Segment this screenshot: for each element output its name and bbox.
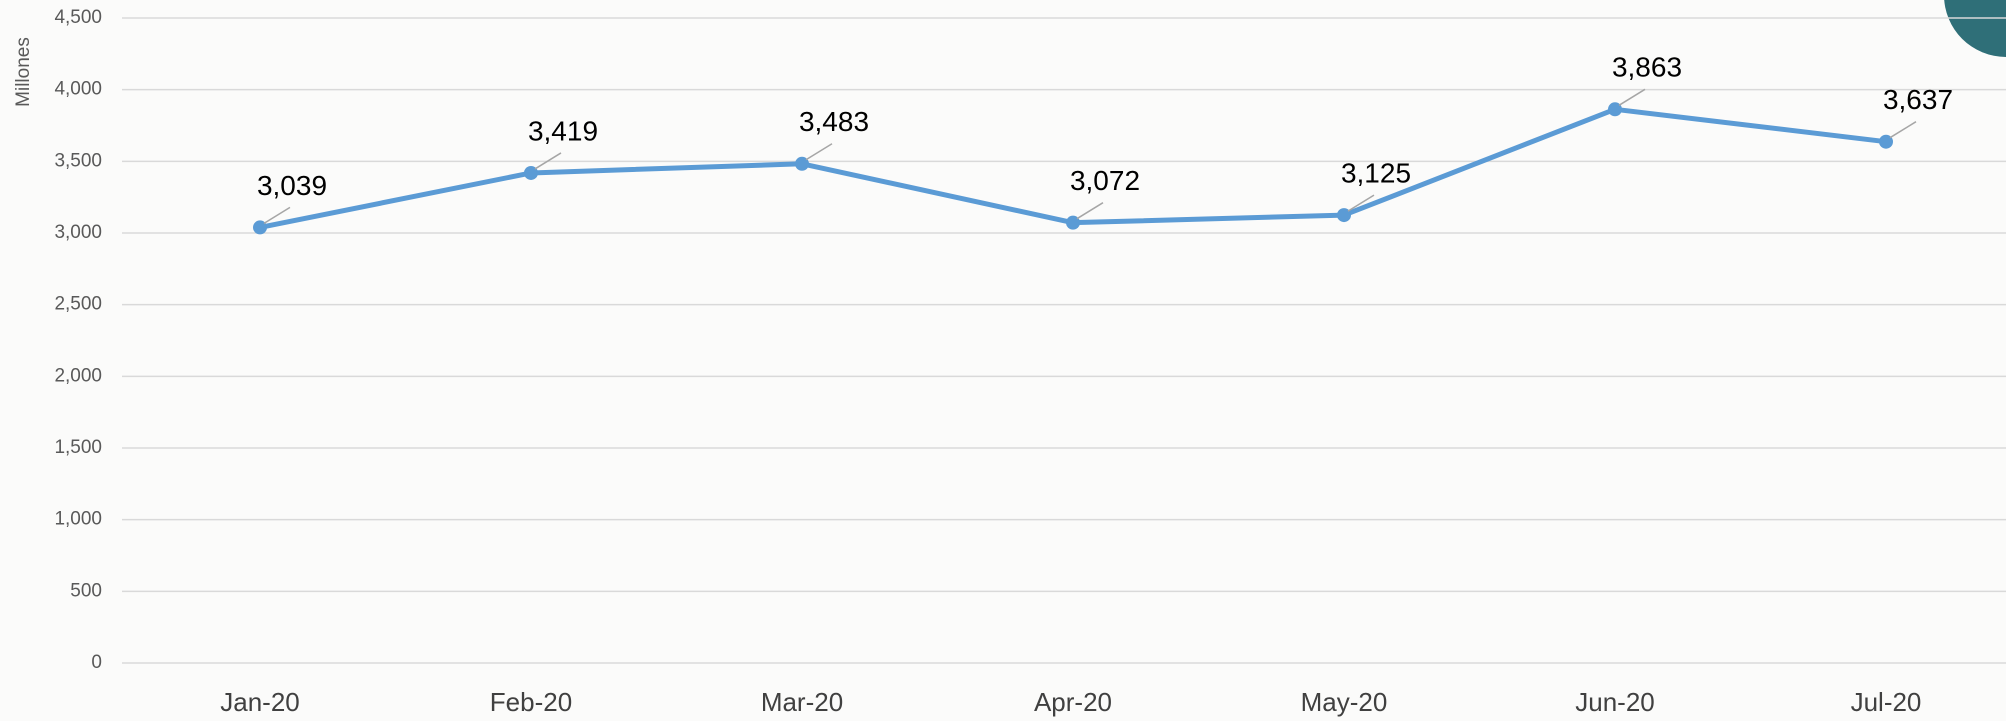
y-axis-title: Millones xyxy=(13,37,34,107)
y-tick-label: 2,000 xyxy=(54,365,102,386)
y-tick-label: 4,500 xyxy=(54,7,102,28)
data-label: 3,419 xyxy=(528,115,598,146)
background xyxy=(0,0,2006,721)
x-tick-label: Jan-20 xyxy=(220,687,300,717)
data-label: 3,072 xyxy=(1070,165,1140,196)
y-tick-label: 2,500 xyxy=(54,294,102,315)
chart: Millones 0 500 1,000 1,500 2,000 2,500 3,000 3,… xyxy=(0,0,2006,721)
x-tick-label: Jun-20 xyxy=(1575,687,1655,717)
y-tick-label: 3,000 xyxy=(54,222,102,243)
y-tick-label: 1,500 xyxy=(54,437,102,458)
x-tick-label: Feb-20 xyxy=(490,687,572,717)
x-tick-label: Apr-20 xyxy=(1034,687,1112,717)
y-tick-label: 1,000 xyxy=(54,509,102,530)
data-label: 3,039 xyxy=(257,170,327,201)
data-label: 3,483 xyxy=(799,106,869,137)
y-tick-label: 4,000 xyxy=(54,79,102,100)
y-tick-label: 0 xyxy=(91,652,102,673)
x-tick-label: Jul-20 xyxy=(1851,687,1922,717)
x-tick-label: Mar-20 xyxy=(761,687,843,717)
data-label: 3,637 xyxy=(1883,84,1953,115)
data-label: 3,863 xyxy=(1612,52,1682,83)
page: Millones 0 500 1,000 1,500 2,000 2,500 3,000 3,… xyxy=(0,0,2006,721)
y-tick-label: 500 xyxy=(70,580,102,601)
y-tick-label: 3,500 xyxy=(54,150,102,171)
data-label: 3,125 xyxy=(1341,157,1411,188)
x-tick-label: May-20 xyxy=(1301,687,1388,717)
